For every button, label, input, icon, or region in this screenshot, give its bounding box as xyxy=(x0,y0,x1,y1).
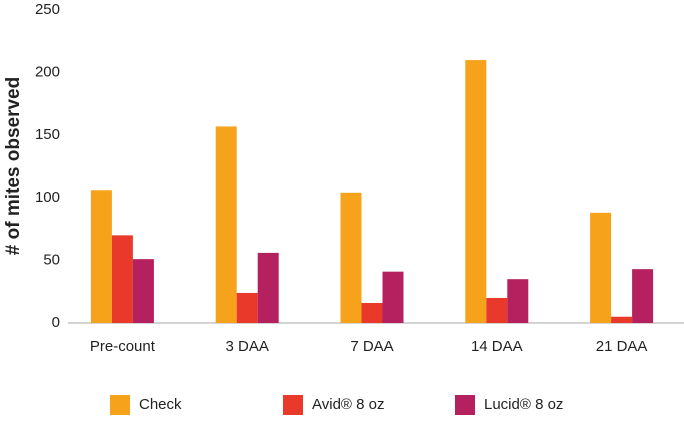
x-tick-label: 21 DAA xyxy=(596,338,648,355)
y-tick-label: 50 xyxy=(43,251,60,268)
bar xyxy=(382,271,404,323)
bar xyxy=(632,269,654,323)
bar xyxy=(590,212,612,323)
x-tick-label: 3 DAA xyxy=(226,338,269,355)
y-tick-label: 0 xyxy=(52,314,60,331)
bar xyxy=(361,302,383,323)
bar xyxy=(90,190,112,323)
legend-swatch xyxy=(283,395,303,415)
legend-label: Lucid® 8 oz xyxy=(484,396,563,413)
legend-swatch xyxy=(455,395,475,415)
legend-label: Check xyxy=(139,396,182,413)
bar xyxy=(132,259,154,323)
x-tick-label: 14 DAA xyxy=(471,338,523,355)
y-tick-label: 250 xyxy=(35,1,60,18)
y-tick-label: 100 xyxy=(35,189,60,206)
y-axis-title: # of mites observed xyxy=(3,77,24,255)
bar xyxy=(507,279,529,323)
x-tick-label: 7 DAA xyxy=(350,338,393,355)
bar xyxy=(257,252,279,323)
x-tick-label: Pre-count xyxy=(90,338,156,355)
bar xyxy=(340,192,362,323)
legend-label: Avid® 8 oz xyxy=(312,396,384,413)
bar xyxy=(465,60,487,324)
bar xyxy=(486,297,508,323)
y-tick-label: 200 xyxy=(35,64,60,81)
bar xyxy=(236,292,258,323)
bar xyxy=(611,316,633,323)
legend-swatch xyxy=(110,395,130,415)
y-tick-label: 150 xyxy=(35,126,60,143)
bar xyxy=(215,126,237,323)
bar xyxy=(111,235,133,323)
